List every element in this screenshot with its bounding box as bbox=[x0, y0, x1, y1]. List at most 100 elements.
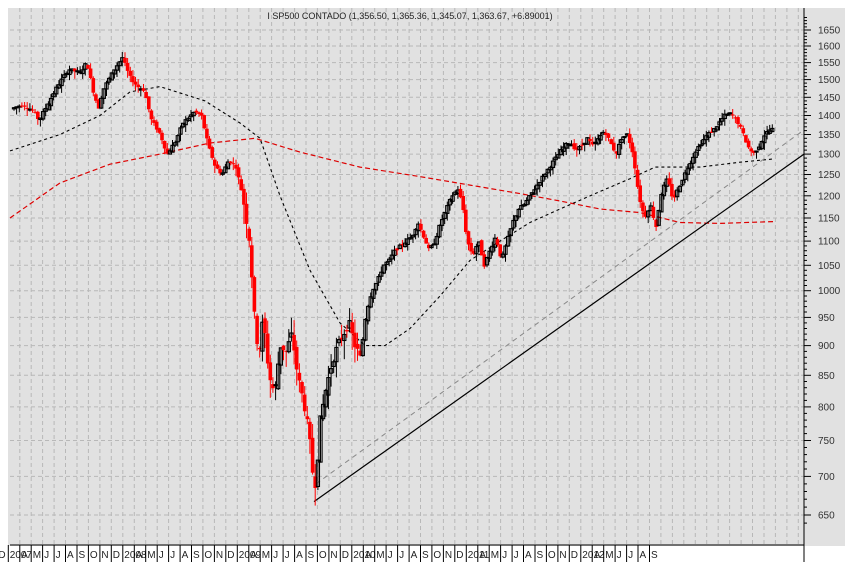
candle-down[interactable] bbox=[590, 137, 595, 147]
candle-up[interactable] bbox=[48, 94, 54, 111]
candle-up[interactable] bbox=[725, 112, 730, 117]
candle-down[interactable] bbox=[297, 363, 302, 393]
price-candles[interactable] bbox=[11, 52, 775, 506]
candle-up[interactable] bbox=[714, 126, 720, 133]
candle-up[interactable] bbox=[331, 359, 336, 374]
candle-up[interactable] bbox=[545, 168, 550, 179]
candle-up[interactable] bbox=[717, 118, 722, 131]
candle-down[interactable] bbox=[215, 161, 220, 170]
candle-up[interactable] bbox=[450, 192, 455, 204]
candle-down[interactable] bbox=[210, 145, 214, 160]
candle-up[interactable] bbox=[109, 72, 114, 81]
candle-down[interactable] bbox=[218, 165, 222, 176]
candle-down[interactable] bbox=[73, 68, 77, 79]
candle-down[interactable] bbox=[633, 146, 637, 175]
candle-down[interactable] bbox=[464, 204, 468, 235]
candle-up[interactable] bbox=[360, 337, 365, 357]
candle-down[interactable] bbox=[419, 219, 423, 233]
candle-up[interactable] bbox=[328, 354, 334, 387]
candle-up[interactable] bbox=[365, 304, 371, 325]
candle-down[interactable] bbox=[194, 108, 199, 115]
candle-down[interactable] bbox=[265, 320, 270, 369]
candle-up[interactable] bbox=[561, 142, 566, 157]
candle-down[interactable] bbox=[709, 127, 714, 133]
candle-down[interactable] bbox=[239, 175, 243, 191]
candle-up[interactable] bbox=[77, 66, 83, 75]
candle-up[interactable] bbox=[278, 347, 284, 375]
candle-down[interactable] bbox=[353, 319, 357, 363]
candle-up[interactable] bbox=[80, 65, 85, 79]
candle-down[interactable] bbox=[609, 138, 613, 145]
candle-down[interactable] bbox=[152, 116, 156, 126]
candle-up[interactable] bbox=[260, 314, 265, 362]
candle-up[interactable] bbox=[376, 274, 381, 286]
candle-down[interactable] bbox=[472, 248, 476, 256]
candle-up[interactable] bbox=[273, 381, 278, 401]
candle-down[interactable] bbox=[136, 79, 140, 93]
candle-down[interactable] bbox=[733, 115, 738, 124]
candle-up[interactable] bbox=[186, 116, 191, 122]
candle-up[interactable] bbox=[223, 163, 228, 174]
candle-down[interactable] bbox=[672, 190, 677, 202]
candle-up[interactable] bbox=[429, 244, 434, 249]
candle-up[interactable] bbox=[688, 160, 693, 171]
candle-up[interactable] bbox=[680, 179, 685, 187]
candle-down[interactable] bbox=[86, 64, 90, 69]
candle-up[interactable] bbox=[225, 159, 231, 170]
candle-down[interactable] bbox=[236, 163, 241, 185]
candle-up[interactable] bbox=[698, 140, 704, 149]
candle-up[interactable] bbox=[326, 366, 331, 410]
candle-up[interactable] bbox=[508, 228, 513, 243]
candle-up[interactable] bbox=[524, 197, 529, 207]
candle-up[interactable] bbox=[656, 209, 661, 227]
candle-down[interactable] bbox=[744, 134, 748, 143]
candle-up[interactable] bbox=[175, 134, 180, 147]
candle-down[interactable] bbox=[479, 239, 484, 256]
candle-down[interactable] bbox=[234, 159, 238, 177]
candle-down[interactable] bbox=[575, 143, 579, 157]
candle-down[interactable] bbox=[667, 172, 672, 187]
candle-down[interactable] bbox=[252, 275, 257, 319]
candle-up[interactable] bbox=[320, 394, 326, 422]
candle-down[interactable] bbox=[606, 133, 611, 142]
candle-down[interactable] bbox=[96, 98, 101, 109]
candle-down[interactable] bbox=[355, 332, 360, 361]
candle-up[interactable] bbox=[619, 136, 624, 150]
candle-down[interactable] bbox=[749, 146, 753, 157]
candle-up[interactable] bbox=[537, 181, 542, 193]
candle-down[interactable] bbox=[94, 92, 98, 103]
candle-up[interactable] bbox=[550, 157, 556, 175]
candle-up[interactable] bbox=[490, 241, 495, 256]
candle-down[interactable] bbox=[461, 191, 465, 214]
candle-up[interactable] bbox=[442, 211, 447, 224]
candle-up[interactable] bbox=[727, 112, 733, 116]
candle-down[interactable] bbox=[736, 115, 740, 129]
candle-down[interactable] bbox=[612, 136, 616, 152]
candle-down[interactable] bbox=[630, 137, 635, 158]
candle-up[interactable] bbox=[500, 251, 505, 259]
candle-down[interactable] bbox=[160, 130, 164, 145]
candle-down[interactable] bbox=[244, 192, 249, 239]
candle-down[interactable] bbox=[271, 377, 275, 393]
candle-up[interactable] bbox=[323, 388, 328, 417]
candle-down[interactable] bbox=[730, 109, 735, 119]
candle-up[interactable] bbox=[368, 292, 373, 309]
candle-up[interactable] bbox=[318, 415, 323, 463]
candle-up[interactable] bbox=[447, 198, 453, 211]
candle-up[interactable] bbox=[487, 247, 492, 262]
candle-down[interactable] bbox=[752, 150, 756, 156]
candle-up[interactable] bbox=[693, 149, 698, 164]
candle-up[interactable] bbox=[770, 124, 775, 133]
candle-down[interactable] bbox=[424, 234, 428, 244]
candle-down[interactable] bbox=[302, 386, 307, 417]
candle-up[interactable] bbox=[437, 224, 442, 239]
candle-down[interactable] bbox=[495, 236, 500, 247]
candle-up[interactable] bbox=[408, 233, 413, 240]
candle-down[interactable] bbox=[20, 102, 24, 108]
candle-down[interactable] bbox=[22, 102, 27, 111]
candle-up[interactable] bbox=[104, 80, 109, 96]
candle-down[interactable] bbox=[350, 312, 354, 350]
candle-down[interactable] bbox=[36, 110, 40, 125]
candle-up[interactable] bbox=[173, 140, 178, 147]
